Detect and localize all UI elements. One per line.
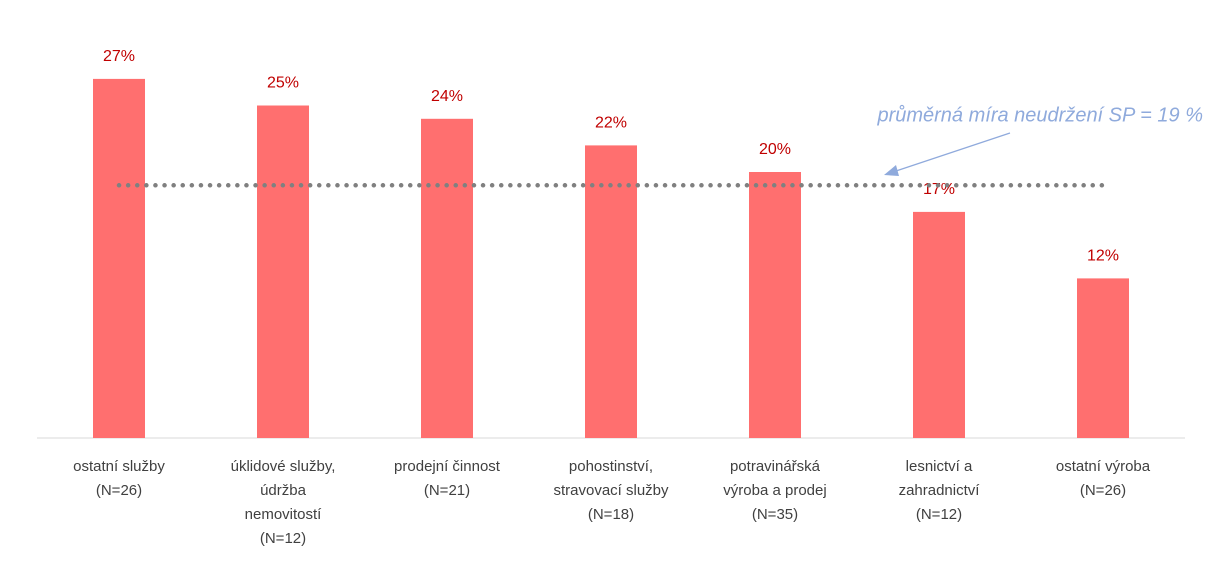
x-tick-label: stravovací služby: [553, 482, 669, 499]
bar: [1077, 278, 1129, 438]
annotation-arrow: [892, 132, 1011, 173]
bar: [585, 145, 637, 438]
x-tick-label: zahradnictví: [899, 482, 981, 499]
bar: [93, 78, 145, 439]
x-tick-label: ostatní výroba: [1056, 458, 1151, 475]
x-tick-label: (N=35): [752, 506, 798, 523]
value-label: 12%: [1087, 248, 1119, 265]
value-label: 27%: [103, 48, 135, 65]
bar: [749, 172, 801, 438]
value-label: 25%: [267, 75, 299, 92]
x-tick-label: údržba: [260, 482, 307, 499]
x-tick-label: (N=21): [424, 482, 470, 499]
x-tick-label: úklidové služby,: [231, 458, 336, 475]
arrow-head: [884, 165, 899, 176]
x-tick-label: lesnictví a: [906, 458, 973, 475]
bar: [913, 211, 965, 438]
x-tick-label: (N=12): [916, 506, 962, 523]
x-tick-label: ostatní služby: [73, 458, 165, 475]
x-tick-label: pohostinství,: [569, 458, 653, 475]
value-label: 24%: [431, 88, 463, 105]
bar: [421, 118, 473, 439]
x-tick-label: (N=26): [96, 482, 142, 499]
x-tick-label: (N=26): [1080, 482, 1126, 499]
x-tick-label: (N=12): [260, 530, 306, 547]
value-label: 20%: [759, 141, 791, 158]
x-tick-label: potravinářská: [730, 458, 821, 475]
x-tick-label: nemovitostí: [245, 506, 323, 523]
x-tick-label: prodejní činnost: [394, 458, 501, 475]
x-tick-label: (N=18): [588, 506, 634, 523]
bar: [257, 105, 309, 438]
value-label: 22%: [595, 115, 627, 132]
average-annotation: průměrná míra neudržení SP = 19 %: [876, 104, 1203, 126]
x-tick-label: výroba a prodej: [723, 482, 826, 499]
